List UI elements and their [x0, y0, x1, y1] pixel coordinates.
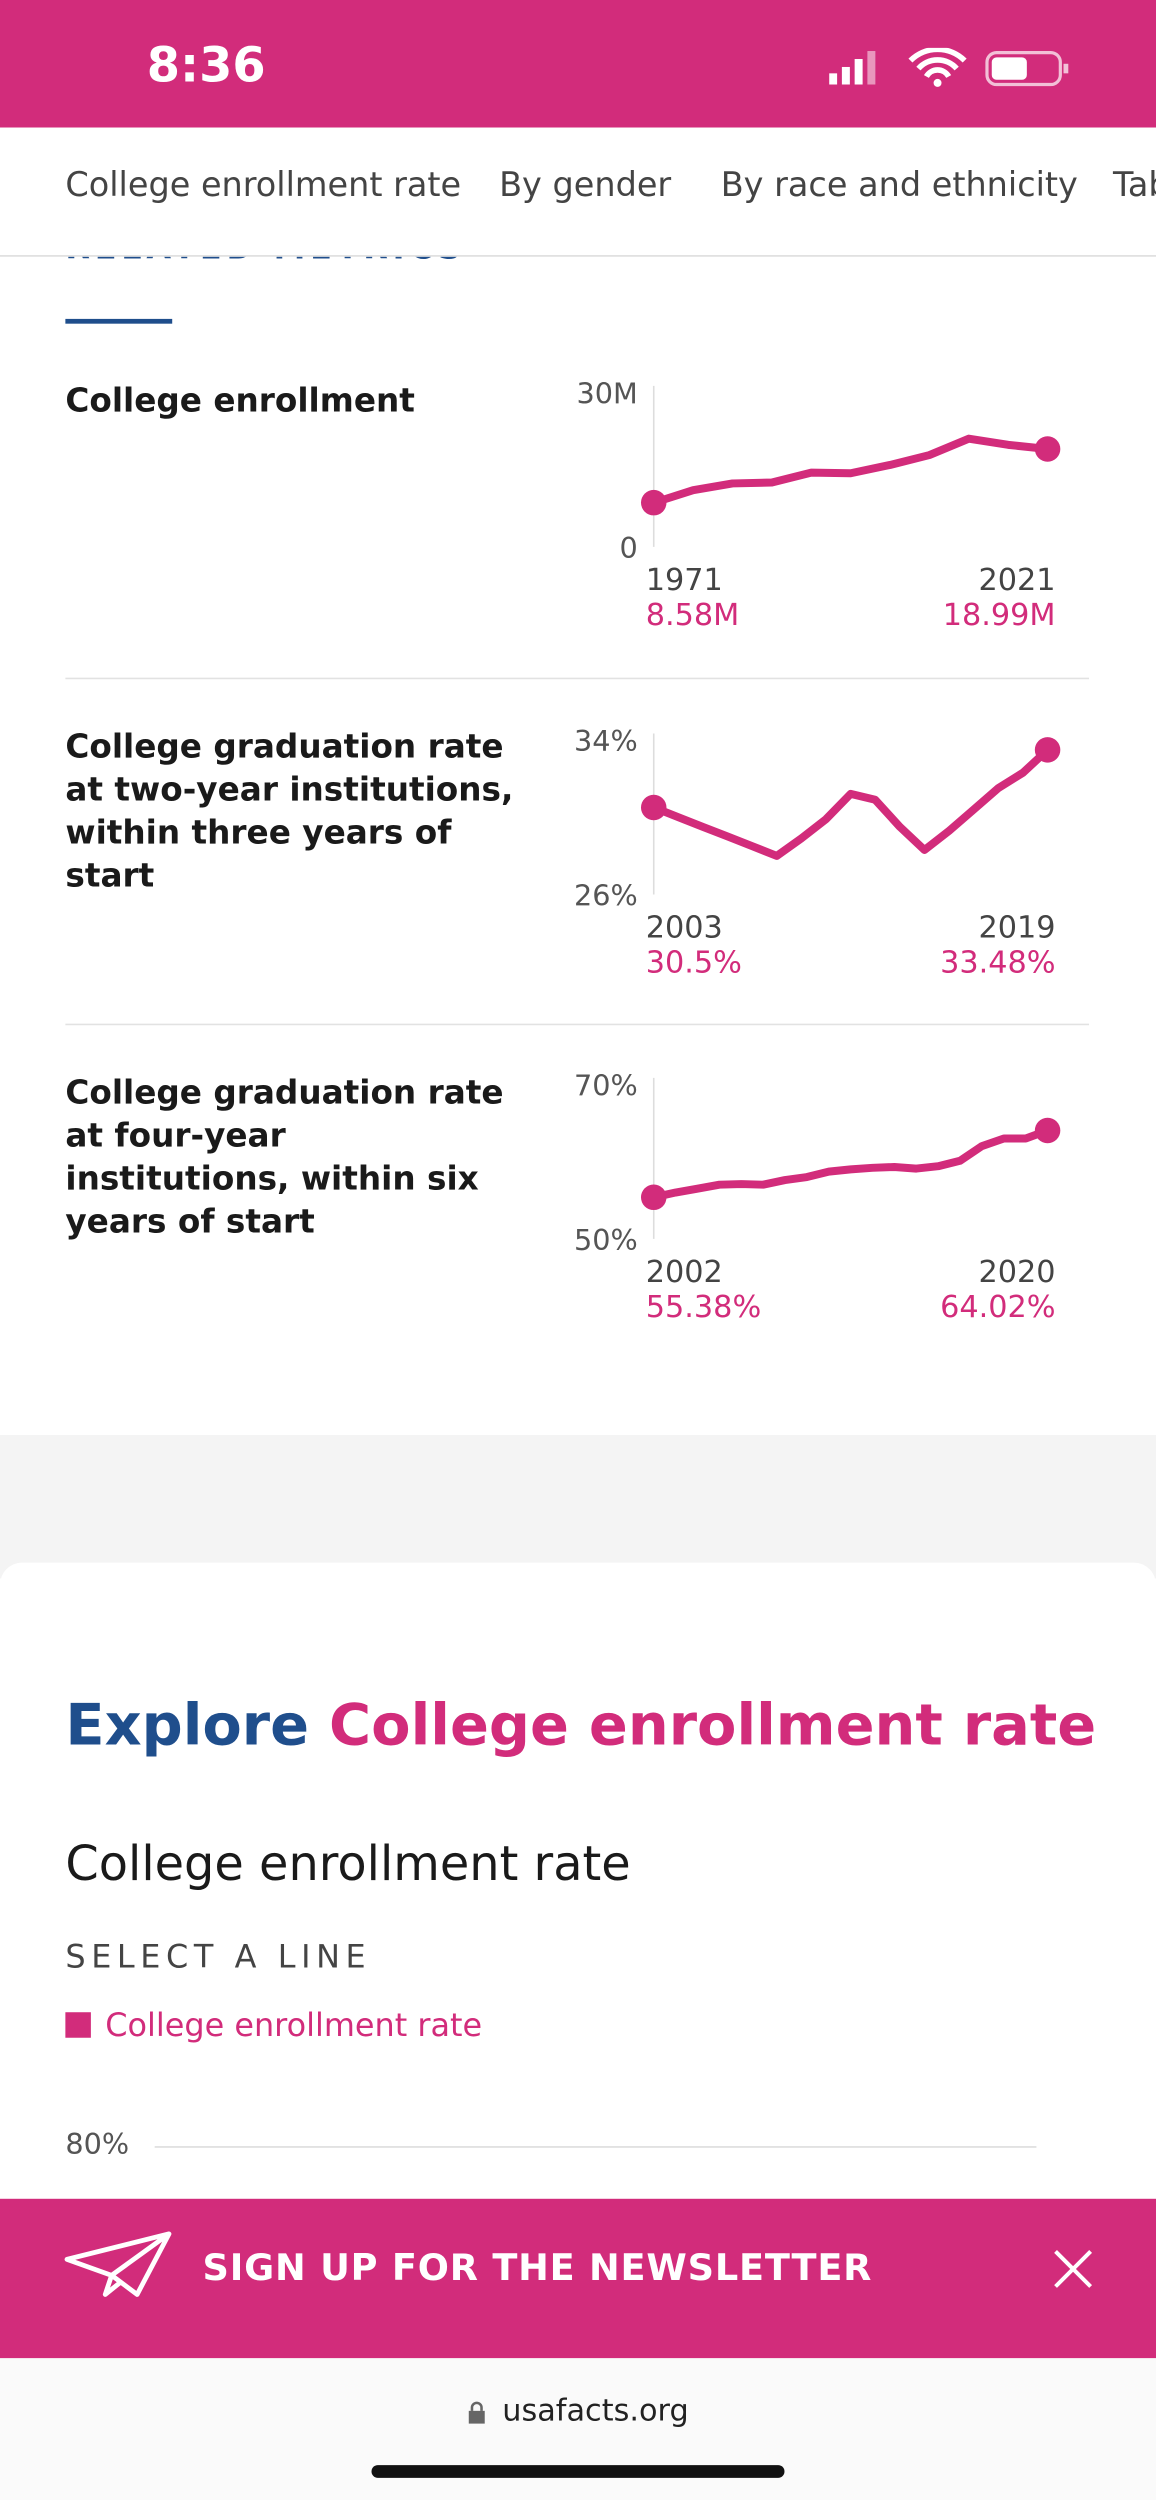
end-dot [640, 1184, 667, 1211]
end-dot [1034, 737, 1061, 763]
legend-item[interactable]: College enrollment rate [65, 2006, 482, 2044]
line [649, 434, 1052, 507]
home-indicator [371, 2465, 785, 2478]
browser-bar: usafacts.org [0, 2358, 1156, 2500]
explore-highlight: College enrollment rate [329, 1693, 1097, 1759]
tab[interactable]: By race and ethnicity [720, 165, 1078, 205]
banner-text: SIGN UP FOR THE NEWSLETTER [202, 2248, 873, 2290]
tab[interactable]: By gender [499, 165, 672, 205]
newsletter-banner[interactable]: SIGN UP FOR THE NEWSLETTER [0, 2198, 1156, 2359]
sparklines: 0 30M 1971 2021 8.58M 18.99M 26% 34% 2003 2019 30.… [574, 376, 1061, 1325]
time: 8:36 [146, 38, 266, 95]
explore-prefix: Explore [65, 1693, 310, 1759]
y-tick-label: 50% [574, 1223, 638, 1257]
y-tick-label: 80% [65, 2128, 130, 2163]
chart-title: College enrollment rate [65, 1836, 631, 1893]
x-tick-label: 1971 [646, 563, 723, 598]
y-tick-label: 0 [620, 531, 638, 565]
url[interactable]: usafacts.org [502, 2393, 689, 2429]
value-label: 30.5% [646, 946, 742, 981]
status-bar: 8:36 [0, 0, 1156, 128]
end-dot [1034, 1117, 1061, 1144]
x-tick-label: 2002 [646, 1255, 723, 1290]
value-label: 64.02% [940, 1290, 1055, 1325]
y-tick-label: 26% [574, 879, 638, 913]
plane-icon [64, 2231, 172, 2297]
legend-swatch [65, 2012, 91, 2038]
x-tick-label: 2020 [978, 1255, 1055, 1290]
heading-underline [65, 318, 173, 324]
x-tick-label: 2021 [978, 563, 1055, 598]
x-tick-label: 2019 [978, 911, 1055, 946]
value-label: 33.48% [940, 946, 1055, 981]
line [649, 1126, 1052, 1202]
legend-label: College enrollment rate [105, 2005, 483, 2045]
y-tick-label: 30M [577, 376, 638, 410]
line [649, 745, 1052, 860]
value-label: 8.58M [646, 598, 740, 633]
tab[interactable]: College enrollment rate [65, 165, 462, 205]
end-dot [1034, 436, 1061, 462]
end-dot [640, 489, 667, 516]
divider [65, 677, 1090, 680]
lock-icon [468, 2401, 485, 2424]
close-icon[interactable] [1052, 2248, 1093, 2289]
end-dot [640, 794, 667, 821]
x-tick-label: 2003 [646, 911, 723, 946]
y-tick-label: 70% [574, 1068, 638, 1102]
grid-line [154, 2146, 1037, 2148]
y-tick-label: 34% [574, 724, 638, 758]
value-label: 18.99M [943, 598, 1056, 633]
select-label: SELECT A LINE [65, 1937, 372, 1976]
explore-title: Explore College enrollment rate [65, 1693, 1096, 1758]
divider [65, 1023, 1090, 1026]
tab-bar: College enrollment rate By gender By race … [0, 127, 1156, 257]
value-label: 55.38% [646, 1290, 761, 1325]
metric-title[interactable]: College graduation rate at two-year inst… [65, 727, 514, 895]
metric-title[interactable]: College enrollment [65, 381, 415, 420]
metric-title[interactable]: College graduation rate at four-year ins… [65, 1073, 504, 1241]
tab[interactable]: Tables [1112, 165, 1156, 205]
section-gap [0, 1435, 1156, 1579]
status-icons [829, 47, 1069, 87]
